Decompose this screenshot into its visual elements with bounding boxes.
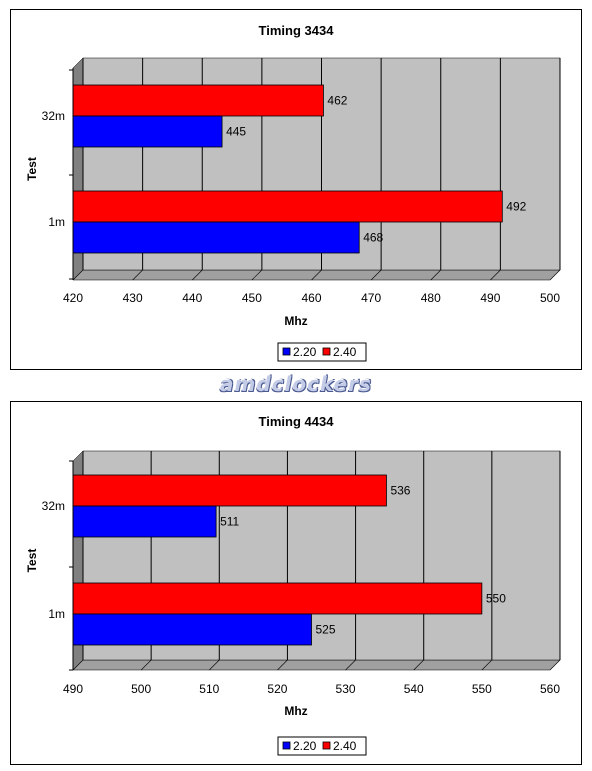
data-label: 550 — [486, 592, 506, 606]
floor-gridline — [370, 269, 382, 281]
legend-swatch — [322, 347, 331, 356]
x-tick-label: 450 — [242, 291, 262, 305]
floor-gridline — [413, 659, 424, 671]
floor-gridline — [209, 659, 220, 671]
bar-2.40 — [72, 582, 483, 615]
floor-gridline — [481, 659, 493, 671]
legend-swatch — [322, 741, 331, 750]
y-tick-label: 32m — [42, 499, 65, 513]
floor-gridline — [192, 269, 203, 281]
x-tick-label: 490 — [63, 682, 83, 696]
x-tick-label: 510 — [199, 682, 219, 696]
x-tick-label: 520 — [267, 682, 287, 696]
x-tick-label: 460 — [301, 291, 321, 305]
data-label: 536 — [390, 484, 410, 498]
chart-svg: Timing 3434 420 430 440 450 460 470 480 490 500 32… — [25, 23, 561, 362]
data-label: 462 — [327, 94, 347, 108]
chart-title: Timing 3434 — [259, 23, 335, 38]
floor-gridline — [549, 659, 561, 671]
floor-gridline — [251, 269, 263, 281]
legend-box — [277, 736, 367, 756]
legend-label: 2.40 — [333, 739, 357, 753]
bar-2.20 — [72, 505, 217, 538]
data-label: 525 — [316, 623, 336, 637]
bar-2.20 — [72, 613, 312, 646]
floor-gridline — [430, 269, 441, 281]
x-tick-label: 550 — [472, 682, 492, 696]
bar-2.20 — [72, 221, 360, 254]
chart-panel-timing-4434: Timing 4434 490 500 510 520 530 540 550 560 32m 53… — [10, 401, 582, 765]
floor-gridline — [490, 269, 501, 281]
legend-label: 2.40 — [333, 345, 357, 359]
chart-title: Timing 4434 — [259, 414, 335, 429]
legend-swatch — [282, 741, 291, 750]
legend-label: 2.20 — [293, 739, 317, 753]
x-tick-label: 530 — [336, 682, 356, 696]
watermark-logo: amdclockers — [220, 372, 372, 396]
bar-2.40 — [72, 190, 503, 223]
bar-2.20 — [72, 115, 223, 148]
x-tick-label: 540 — [404, 682, 424, 696]
floor-gridline — [132, 269, 143, 281]
floor-gridline — [140, 659, 152, 671]
x-tick-label: 470 — [361, 291, 381, 305]
data-label: 445 — [226, 125, 246, 139]
legend-label: 2.20 — [293, 345, 317, 359]
x-tick-label: 500 — [540, 291, 560, 305]
x-tick-label: 480 — [421, 291, 441, 305]
x-axis-title: Mhz — [284, 314, 307, 328]
x-tick-label: 440 — [182, 291, 202, 305]
chart-panel-timing-3434: Timing 3434 420 430 440 450 460 470 480 490 500 32… — [10, 9, 582, 370]
floor-gridline — [549, 269, 561, 281]
x-tick-label: 420 — [63, 291, 83, 305]
x-tick-label: 500 — [131, 682, 151, 696]
x-tick-label: 430 — [123, 291, 143, 305]
data-label: 468 — [363, 231, 383, 245]
legend-box — [277, 342, 367, 362]
chart-svg: Timing 4434 490 500 510 520 530 540 550 560 32m 53… — [25, 414, 561, 756]
y-tick-label: 1m — [48, 607, 65, 621]
y-tick-label: 32m — [42, 109, 65, 123]
y-tick-label: 1m — [48, 215, 65, 229]
y-axis-title: Test — [25, 549, 39, 573]
floor-gridline — [345, 659, 356, 671]
data-label: 511 — [220, 515, 239, 529]
floor-gridline — [311, 269, 322, 281]
floor-gridline — [72, 269, 84, 281]
bar-2.40 — [72, 474, 387, 507]
x-tick-label: 490 — [480, 291, 500, 305]
floor-gridline — [72, 659, 84, 671]
x-tick-label: 560 — [540, 682, 560, 696]
data-label: 492 — [506, 200, 526, 214]
floor-gridline — [277, 659, 288, 671]
legend-swatch — [282, 347, 291, 356]
y-axis-title: Test — [25, 157, 39, 181]
bar-2.40 — [72, 84, 324, 117]
x-axis-title: Mhz — [284, 704, 307, 718]
